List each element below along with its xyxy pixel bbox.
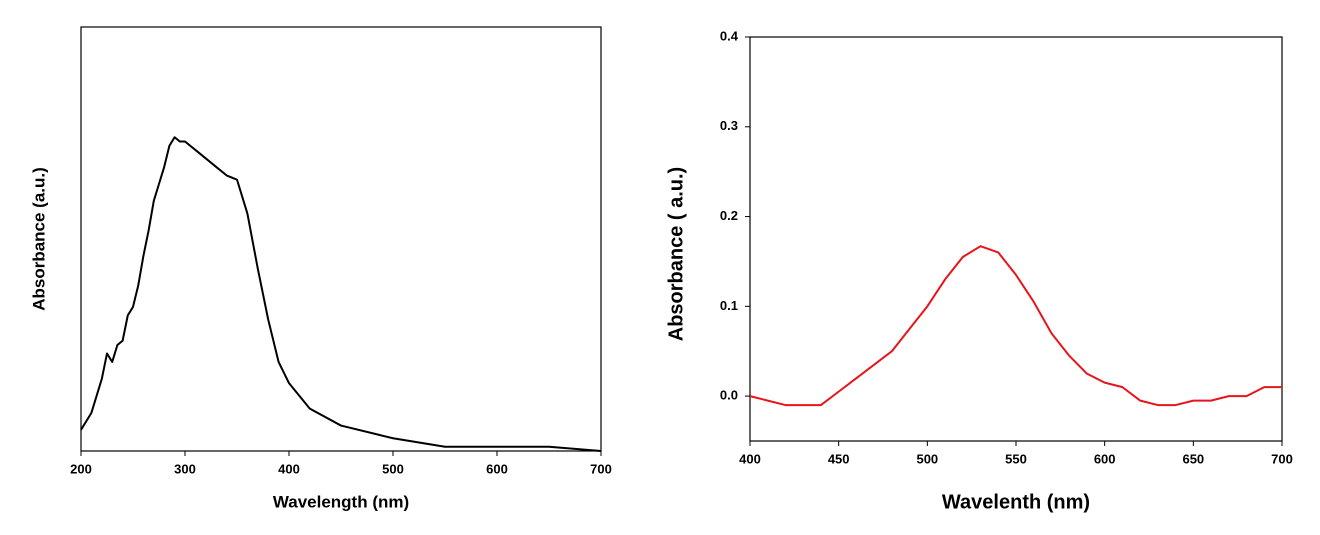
x-axis-label: Wavelenth (nm)	[942, 491, 1090, 513]
x-tick-label: 200	[70, 461, 92, 476]
data-line	[80, 136, 602, 452]
y-axis-label: Absorbance (a.u.)	[29, 167, 48, 311]
plot-frame	[80, 26, 602, 452]
y-axis-label: Absorbance ( a.u.)	[665, 167, 687, 341]
x-tick-label: 700	[590, 461, 612, 476]
y-tick-label: 0.4	[720, 28, 739, 43]
x-tick-label: 600	[486, 461, 508, 476]
data-line	[749, 245, 1282, 407]
x-tick-label: 700	[1271, 451, 1293, 466]
x-tick-label: 500	[382, 461, 404, 476]
x-tick-label: 400	[739, 451, 761, 466]
y-tick-label: 0.2	[720, 208, 738, 223]
x-axis-label: Wavelength (nm)	[273, 492, 409, 511]
x-tick-label: 400	[278, 461, 300, 476]
y-tick-label: 0.3	[720, 118, 738, 133]
x-tick-label: 600	[1094, 451, 1116, 466]
x-tick-label: 450	[828, 451, 850, 466]
plot-frame	[749, 36, 1283, 442]
y-tick-label: 0.0	[720, 388, 738, 403]
x-tick-label: 300	[174, 461, 196, 476]
x-tick-label: 650	[1182, 451, 1204, 466]
y-tick-label: 0.1	[720, 298, 738, 313]
x-tick-label: 500	[916, 451, 938, 466]
x-tick-label: 550	[1005, 451, 1027, 466]
